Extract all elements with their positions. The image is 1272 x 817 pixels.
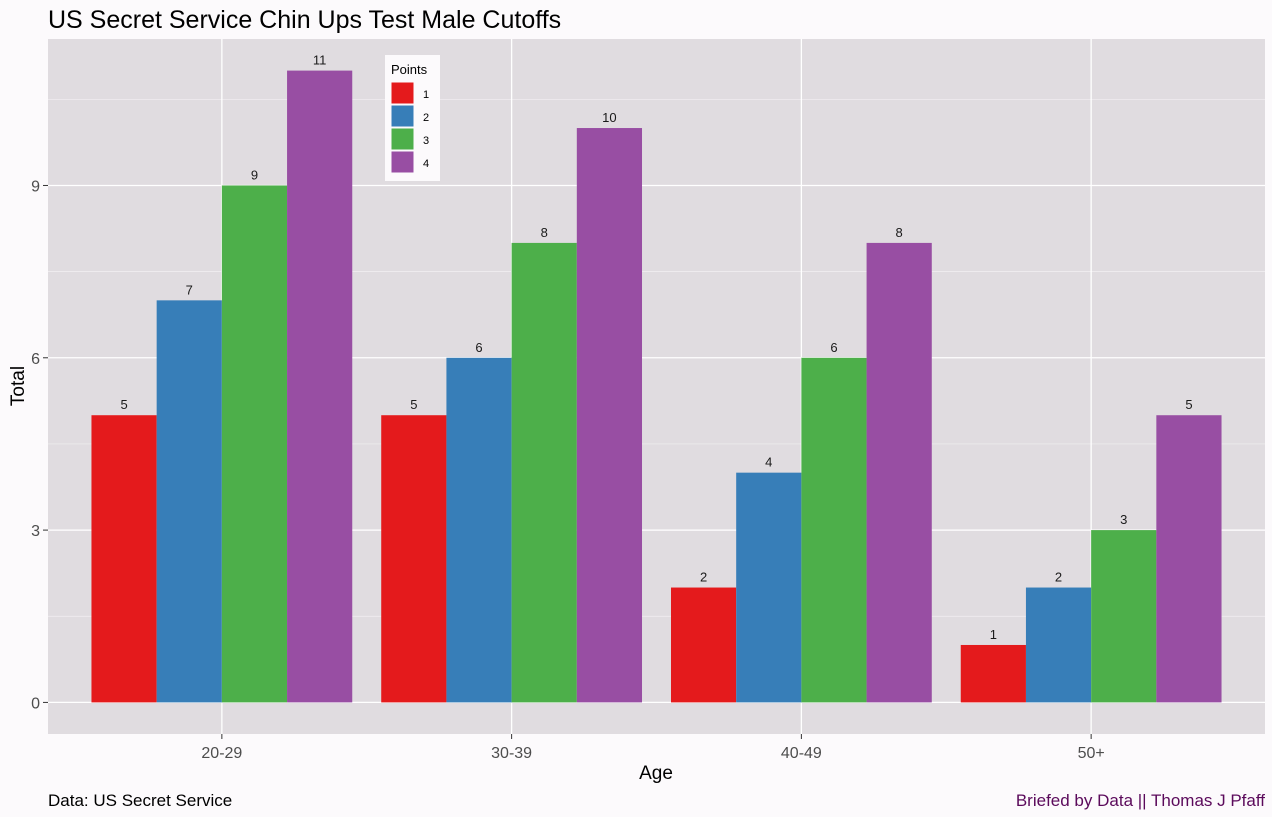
y-axis: 0 3 6 9: [31, 178, 48, 712]
y-axis-title: Total: [8, 366, 29, 406]
bar-value-label: 1: [990, 627, 997, 642]
x-axis-title: Age: [639, 763, 673, 784]
bar-40-49-points-1: [670, 587, 737, 703]
bar-20-29-points-1: [91, 415, 157, 703]
bars: [91, 70, 1222, 703]
legend-key-2: [390, 104, 415, 128]
bar-value-label: 6: [475, 340, 482, 355]
caption-credit: Briefed by Data || Thomas J Pfaff: [1016, 791, 1265, 810]
y-tick-label: 0: [31, 695, 40, 712]
x-axis: 20-29 30-39 40-49 50+: [201, 734, 1105, 762]
bar-30-39-points-4: [576, 128, 643, 703]
caption-source: Data: US Secret Service: [48, 791, 232, 810]
legend-key-3: [390, 127, 415, 151]
bar-40-49-points-3: [801, 357, 867, 703]
bar-20-29-points-3: [221, 185, 288, 703]
bar-value-label: 2: [700, 570, 707, 585]
bar-value-label: 7: [186, 282, 193, 297]
bar-30-39-points-3: [511, 242, 577, 703]
bar-labels: 5 7 9 11 5 6 8 10 2 4 6 8 1 2 3 5: [120, 53, 1192, 642]
bar-40-49-points-2: [736, 472, 802, 703]
y-tick-label: 9: [31, 178, 40, 195]
bar-value-label: 11: [313, 53, 327, 68]
bar-20-29-points-2: [156, 300, 222, 703]
bar-30-39-points-2: [446, 357, 512, 703]
x-tick-label: 20-29: [201, 745, 242, 762]
bar-value-label: 4: [765, 455, 772, 470]
chart-title: US Secret Service Chin Ups Test Male Cut…: [48, 6, 561, 34]
x-tick-label: 40-49: [781, 745, 822, 762]
y-tick-label: 3: [31, 523, 40, 540]
legend-label: 3: [423, 135, 429, 147]
bar-40-49-points-4: [866, 242, 932, 703]
legend-label: 2: [423, 112, 429, 124]
x-tick-label: 30-39: [491, 745, 532, 762]
legend-key-1: [390, 81, 415, 105]
bar-value-label: 5: [410, 397, 417, 412]
legend-label: 1: [423, 89, 429, 101]
bar-value-label: 9: [251, 167, 258, 182]
bar-value-label: 8: [541, 225, 548, 240]
legend-key-4: [390, 150, 415, 174]
bar-50+-points-3: [1091, 530, 1157, 703]
legend-label: 4: [423, 158, 429, 170]
legend-title: Points: [391, 62, 428, 77]
bar-value-label: 8: [896, 225, 903, 240]
bar-value-label: 2: [1055, 570, 1062, 585]
x-tick-label: 50+: [1078, 745, 1105, 762]
bar-value-label: 6: [830, 340, 837, 355]
bar-value-label: 3: [1120, 512, 1127, 527]
bar-50+-points-4: [1156, 415, 1222, 703]
bar-50+-points-1: [960, 644, 1026, 703]
y-tick-label: 6: [31, 351, 40, 368]
bar-30-39-points-1: [381, 415, 447, 703]
bar-50+-points-2: [1025, 587, 1092, 703]
bar-20-29-points-4: [287, 70, 353, 703]
bar-value-label: 10: [602, 110, 616, 125]
legend: Points 1 2 3 4: [385, 55, 440, 181]
bar-value-label: 5: [120, 397, 127, 412]
bar-value-label: 5: [1185, 397, 1192, 412]
